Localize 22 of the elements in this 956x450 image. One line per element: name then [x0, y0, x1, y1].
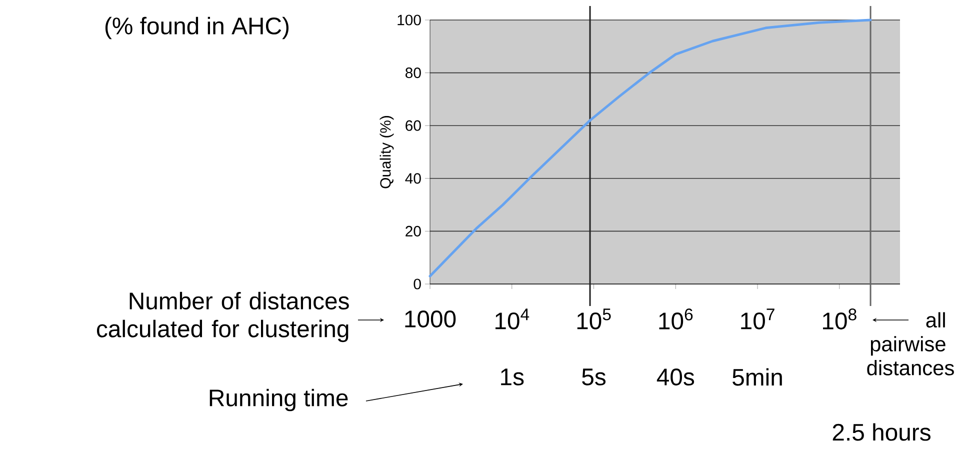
text: 1s [501, 368, 524, 386]
text: Number of distances calculated for clustering [96, 292, 349, 342]
y-tick-label: 100 [398, 14, 421, 26]
x-tick-label: 10$^{8}$ [823, 308, 856, 330]
y-tick-label: 0 [414, 278, 421, 290]
y-tick-label: 20 [406, 226, 421, 236]
y-tick-label: 60 [406, 120, 421, 131]
ref-line-label: all pairwise distances [867, 312, 954, 376]
y-tick-label: 40 [405, 173, 421, 184]
x-tick-label: 10$^{6}$ [659, 308, 693, 330]
text: Running time [210, 388, 348, 412]
text: 2.5 hours [832, 423, 930, 441]
x-tick-label: 10$^{4}$ [496, 308, 530, 330]
text: 5min [732, 368, 782, 386]
text: (% found in AHC) [105, 16, 288, 40]
y-tick-label: 80 [406, 68, 421, 78]
x-tick-label: 1000 [405, 310, 456, 328]
text: 5s [582, 368, 606, 386]
y-axis-title: Quality (%) [380, 116, 394, 188]
text: 40s [656, 368, 694, 386]
x-tick-label: 10$^{7}$ [741, 308, 774, 330]
x-tick-label: 10$^{5}$ [577, 308, 611, 330]
